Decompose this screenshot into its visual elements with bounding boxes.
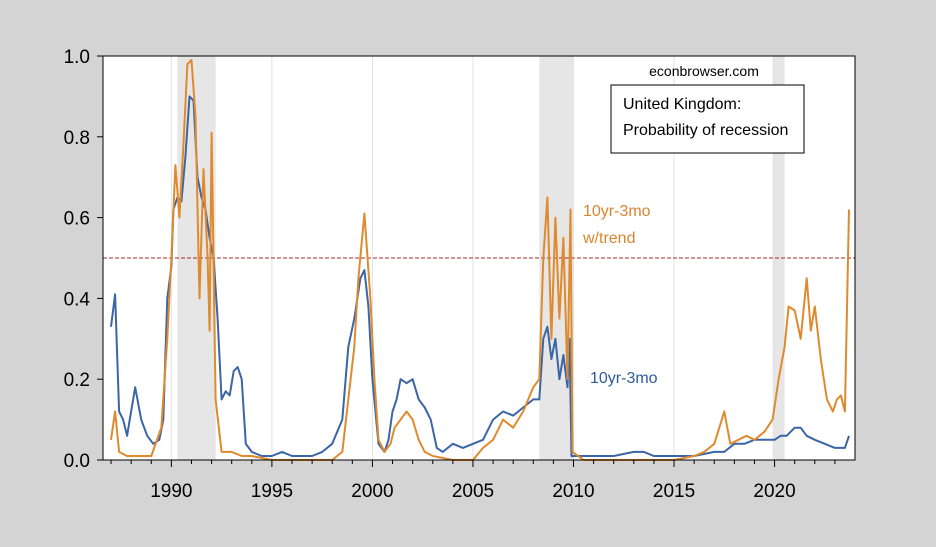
x-tick-label-1990: 1990 [150, 481, 192, 502]
y-tick-label-4: 0.8 [64, 128, 90, 149]
x-tick-label-2010: 2010 [552, 481, 594, 502]
title-box [610, 84, 805, 154]
series-label-trend-line-1: 10yr-3mo [583, 203, 651, 220]
series-label-trend-line-2: w/trend [582, 230, 635, 247]
chart-title-line-1: United Kingdom: [623, 96, 741, 113]
x-tick-label-2015: 2015 [653, 481, 695, 502]
y-axis: 0.0 0.2 0.4 0.6 0.8 1.0 [64, 47, 103, 472]
y-tick-label-2: 0.4 [64, 289, 91, 310]
x-tick-label-2000: 2000 [351, 481, 393, 502]
x-tick-label-1995: 1995 [251, 481, 293, 502]
plot-border [102, 55, 856, 461]
y-tick-label-5: 1.0 [64, 47, 90, 68]
y-tick-label-0: 0.0 [64, 451, 90, 472]
source-text: econbrowser.com [649, 63, 759, 79]
series-line-spread [110, 95, 850, 457]
x-axis: 1990 1995 2000 2005 2010 2015 2020 [110, 460, 836, 502]
x-tick-label-2005: 2005 [452, 481, 494, 502]
x-tick-label-2020: 2020 [753, 481, 795, 502]
series-label-spread: 10yr-3mo [590, 370, 658, 387]
y-tick-label-1: 0.2 [64, 370, 90, 391]
y-tick-label-3: 0.6 [64, 209, 90, 230]
chart-title-line-2: Probability of recession [623, 122, 788, 139]
